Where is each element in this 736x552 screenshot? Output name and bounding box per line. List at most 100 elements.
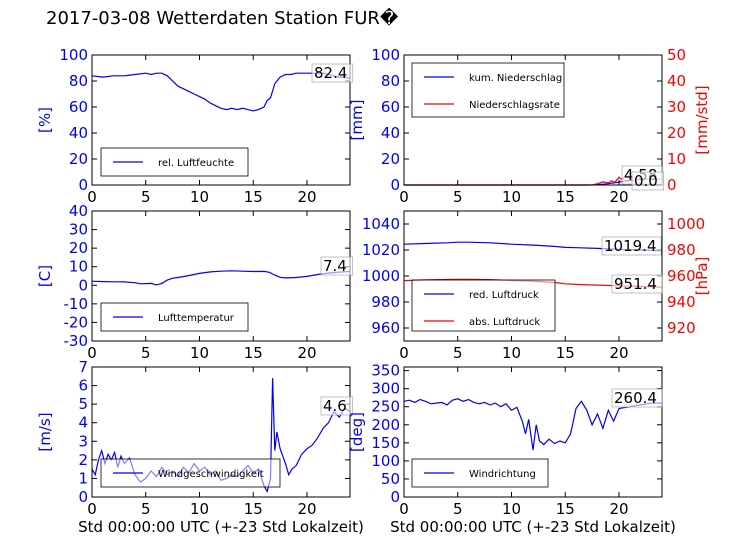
y-tick-label: 80: [381, 72, 400, 90]
legend-label: Lufttemperatur: [158, 313, 235, 324]
x-tick-label: 0: [399, 500, 409, 518]
x-tick-label: 15: [244, 500, 263, 518]
x-tick-label: 0: [399, 344, 409, 362]
value-label: 4.6: [323, 397, 347, 415]
y-tick-label: 0: [390, 488, 400, 506]
legend: Windrichtung: [411, 458, 549, 488]
y-tick-label: 1: [78, 469, 88, 487]
x-tick-label: 20: [609, 188, 628, 206]
legend-label: Niederschlagsrate: [469, 100, 560, 111]
legend-label: abs. Luftdruck: [469, 317, 540, 328]
y-tick-label-right: 940: [667, 293, 696, 311]
x-tick-label: 15: [556, 188, 575, 206]
x-tick-label: 5: [141, 188, 151, 206]
x-tick-label: 20: [297, 188, 316, 206]
value-label-box: [320, 256, 353, 276]
legend-box: [411, 279, 556, 332]
y-tick-label-right: 0: [667, 176, 677, 194]
y-axis-label: [%]: [36, 107, 54, 133]
y-tick-label: 60: [381, 98, 400, 116]
value-label-box: [311, 63, 354, 83]
x-tick-label: 0: [399, 188, 409, 206]
value-label-box: [601, 236, 662, 256]
legend-box: [411, 62, 565, 118]
legend: Windgeschwindigkeit: [100, 458, 281, 488]
x-tick-label: 20: [609, 500, 628, 518]
x-axis-label: Std 00:00:00 UTC (+-23 Std Lokalzeit): [390, 518, 676, 536]
y-tick-label: 5: [78, 395, 88, 413]
y-tick-label: 6: [78, 377, 88, 395]
x-tick-label: 5: [453, 500, 463, 518]
y-tick-label: 80: [69, 72, 88, 90]
legend: rel. Luftfeuchte: [100, 147, 249, 177]
x-tick-label: 0: [87, 500, 97, 518]
y-axis-label: [C]: [36, 265, 54, 287]
value-label: 7.4: [323, 257, 347, 275]
y-tick-label-right: 10: [667, 150, 686, 168]
plot-frame: [403, 366, 663, 498]
y-tick-label: 0: [78, 276, 88, 294]
y-tick-label: 50: [381, 470, 400, 488]
x-tick-label: 10: [190, 344, 209, 362]
value-label: 951.4: [614, 275, 657, 293]
y-tick-label-right: 960: [667, 267, 696, 285]
value-label: 260.4: [614, 389, 657, 407]
y-tick-label-right: 920: [667, 319, 696, 337]
y-tick-label: -10: [64, 295, 89, 313]
y-tick-label: 1020: [362, 241, 400, 259]
y-tick-label: 10: [69, 258, 88, 276]
y-tick-label: 100: [371, 452, 400, 470]
y-tick-label: 150: [371, 434, 400, 452]
plot-frame: [91, 210, 351, 342]
value-label-box: [611, 388, 663, 408]
y-tick-label: 960: [371, 319, 400, 337]
panel-humidity: 0 5 10 15 20 0 20 40 60 80 100 [%] rel. Luftfeuchte 8…: [36, 46, 354, 206]
x-tick-label: 15: [556, 500, 575, 518]
y-tick-label: -30: [64, 332, 89, 350]
y-tick-label: 1040: [362, 215, 400, 233]
y-axis-label: [m/s]: [36, 412, 54, 451]
y-tick-label: 200: [371, 416, 400, 434]
x-tick-label: 10: [502, 500, 521, 518]
y-axis-label-right: [mm/std]: [693, 85, 711, 154]
y-tick-label: 40: [381, 124, 400, 142]
x-tick-label: 15: [244, 344, 263, 362]
x-tick-label: 10: [502, 188, 521, 206]
y-axis-label-right: [hPa]: [693, 257, 711, 296]
x-tick-label: 10: [502, 344, 521, 362]
y-tick-label: 0: [78, 488, 88, 506]
y-tick-label: 100: [59, 46, 88, 64]
y-tick-label: -20: [64, 313, 89, 331]
y-axis-label: [mm]: [348, 100, 366, 141]
value-label: 82.4: [314, 64, 347, 82]
y-tick-label: 0: [78, 176, 88, 194]
y-tick-label: 2: [78, 451, 88, 469]
y-tick-label: 3: [78, 432, 88, 450]
x-axis-label: Std 00:00:00 UTC (+-23 Std Lokalzeit): [78, 518, 364, 536]
panel-temperature: 0 5 10 15 20-30-20-10010203040[C]Lufttempera…: [36, 202, 353, 362]
x-tick-label: 20: [609, 344, 628, 362]
y-tick-label-right: 50: [667, 46, 686, 64]
legend: kum. Niederschlag Niederschlagsrate: [411, 62, 565, 118]
y-tick-label: 1000: [362, 267, 400, 285]
y-tick-label: 4: [78, 414, 88, 432]
y-tick-label: 40: [69, 202, 88, 220]
y-tick-label-right: 40: [667, 72, 686, 90]
value-label-box: [320, 396, 353, 416]
y-axis-label: [deg]: [348, 412, 366, 452]
legend-label: kum. Niederschlag: [469, 73, 562, 84]
x-tick-label: 5: [453, 344, 463, 362]
panel-windspeed: 0 5 10 15 2001234567[m/s]Windgeschwindigkeit…: [36, 358, 353, 518]
y-tick-label: 20: [69, 239, 88, 257]
y-tick-label: 350: [371, 362, 400, 380]
panel-precipitation: 0 5 10 15 20 0 20 40 60 80 100 0 10 20 30 40 50 [mm] [mm/s…: [348, 46, 711, 206]
value-label-box: [611, 274, 663, 294]
y-tick-label: 30: [69, 221, 88, 239]
y-tick-label: 250: [371, 398, 400, 416]
panel-winddirection: 0 5 10 15 20050100150200250300350[deg]Windri…: [348, 362, 663, 518]
x-tick-label: 15: [244, 188, 263, 206]
legend: Lufttemperatur: [100, 302, 249, 332]
series-line-temperature-0: [91, 270, 351, 286]
figure-title: 2017-03-08 Wetterdaten Station FUR�: [46, 8, 399, 29]
y-tick-label-right: 1000: [667, 215, 705, 233]
